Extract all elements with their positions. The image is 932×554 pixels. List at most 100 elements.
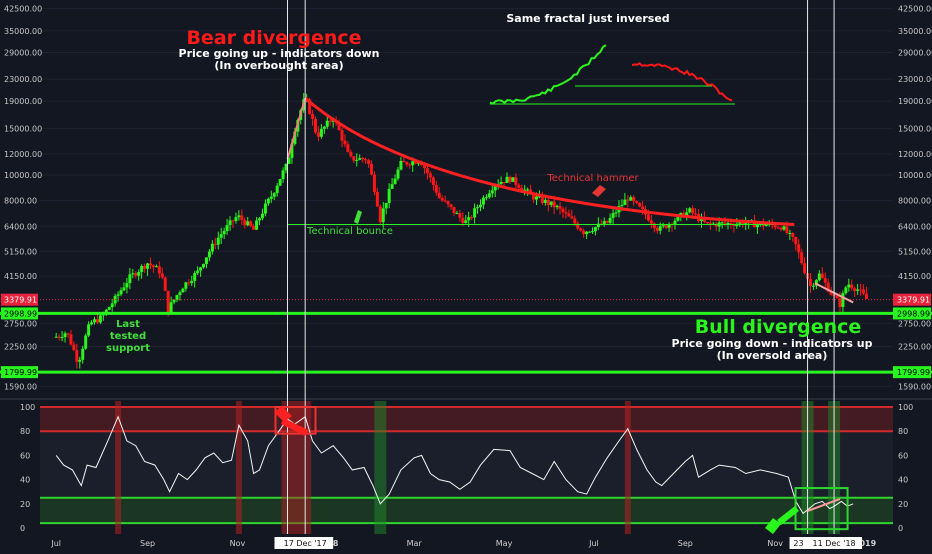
candle-body (558, 205, 562, 209)
candle-body (228, 220, 232, 226)
time-axis-label: Jul (50, 539, 61, 548)
candle-body (452, 206, 456, 214)
candle-body (128, 274, 132, 284)
axis-layer: 42500.00 42500.00 35000.00 35000.00 29000.00… (1, 5, 932, 549)
candle-body (184, 282, 188, 289)
candle-body (63, 333, 67, 337)
price-marker-right-bg (893, 307, 931, 320)
candle-body (316, 132, 320, 137)
candle-body (95, 319, 99, 323)
candle-body (190, 280, 194, 284)
overbought-signal-bar (115, 401, 122, 534)
candle-body (204, 257, 208, 265)
price-marker-badge: 1799.99 1799.99 (1, 366, 931, 379)
candle-body (555, 205, 559, 208)
candle-body (808, 279, 812, 287)
candle-body (428, 173, 432, 178)
time-axis-label: Sep (678, 539, 693, 548)
candle-body (623, 199, 627, 206)
price-marker-left-bg (1, 307, 38, 320)
candle-body (794, 236, 798, 245)
candle-body (131, 273, 135, 275)
candle-body (537, 196, 541, 198)
candle-body (611, 213, 615, 218)
candle-body (269, 196, 273, 199)
candle-body (160, 273, 164, 278)
candle-body (596, 223, 600, 228)
time-axis-label: 2019 (854, 539, 877, 548)
overbought-signal-bar (624, 401, 631, 534)
candle-body (838, 298, 842, 307)
candle-body (835, 295, 839, 299)
candle-body (514, 177, 518, 185)
candle-body (853, 288, 857, 291)
price-tick-left: 4150.00 (4, 272, 37, 281)
candle-body (90, 322, 94, 325)
candle-body (626, 199, 630, 201)
time-highlight-badge: 17 Dec '17 (277, 537, 334, 549)
price-tick-right: 19000.00 (898, 97, 932, 106)
candle-body (255, 220, 259, 230)
indicator-tick-right: 0 (898, 524, 903, 533)
indicator-tick-right: 20 (898, 500, 908, 509)
candle-body (723, 222, 727, 224)
candle-body (570, 216, 574, 219)
candle-body (140, 266, 144, 272)
bull-divergence-title: Bull divergence (695, 316, 862, 338)
candle-body (552, 201, 556, 208)
candle-body (549, 201, 553, 205)
candle-body (258, 218, 262, 221)
candle-body (862, 289, 866, 294)
candle-body (175, 295, 179, 300)
price-tick-left: 10000.00 (4, 171, 42, 180)
indicator-tick-right: 100 (898, 403, 913, 412)
candle-body (414, 161, 418, 164)
price-tick-right: 10000.00 (898, 171, 932, 180)
candle-body (325, 120, 329, 127)
candle-body (263, 203, 267, 214)
time-axis-label: Nov (767, 539, 783, 548)
candle-body (216, 237, 220, 245)
candle-body (652, 223, 656, 228)
candle-body (411, 161, 415, 166)
candle-body (481, 197, 485, 205)
bear-divergence-title: Bear divergence (186, 27, 361, 49)
candle-body (673, 220, 677, 225)
price-tick-right: 23000.00 (898, 75, 932, 84)
candle-body (741, 222, 745, 226)
candle-body (137, 271, 141, 276)
candle-body (841, 293, 845, 307)
candle-body (355, 159, 359, 161)
candle-body (311, 113, 315, 119)
candle-body (272, 193, 276, 197)
candle-body (511, 177, 515, 182)
candle-body (72, 344, 76, 350)
candle-body (705, 221, 709, 223)
candle-body (249, 221, 253, 227)
price-tick-left: 8000.00 (4, 197, 37, 206)
candle-body (844, 287, 848, 294)
overbought-signal-bar (235, 401, 242, 534)
price-tick-right: 5150.00 (898, 247, 931, 256)
candle-body (122, 287, 126, 291)
indicator-tick-right: 80 (898, 427, 908, 436)
candle-body (440, 198, 444, 201)
price-tick-left: 2250.00 (4, 342, 37, 351)
candle-body (688, 208, 692, 213)
price-marker-left-label: 2998.99 (4, 309, 37, 318)
overbought-highlight-box (274, 406, 317, 435)
candle-body (676, 215, 680, 221)
candle-body (826, 282, 830, 292)
candle-body (343, 140, 347, 145)
candle-body (278, 179, 282, 186)
grid-layer (0, 8, 932, 400)
candle-body (540, 196, 544, 203)
price-marker-right-bg (893, 293, 931, 306)
candle-body (405, 162, 409, 165)
candle-body (493, 185, 497, 191)
indicator-tick-left: 100 (20, 403, 35, 412)
candle-body (576, 223, 580, 229)
candle-body (387, 188, 391, 203)
candle-body (691, 208, 695, 214)
indicator-tick-left: 60 (20, 451, 30, 460)
